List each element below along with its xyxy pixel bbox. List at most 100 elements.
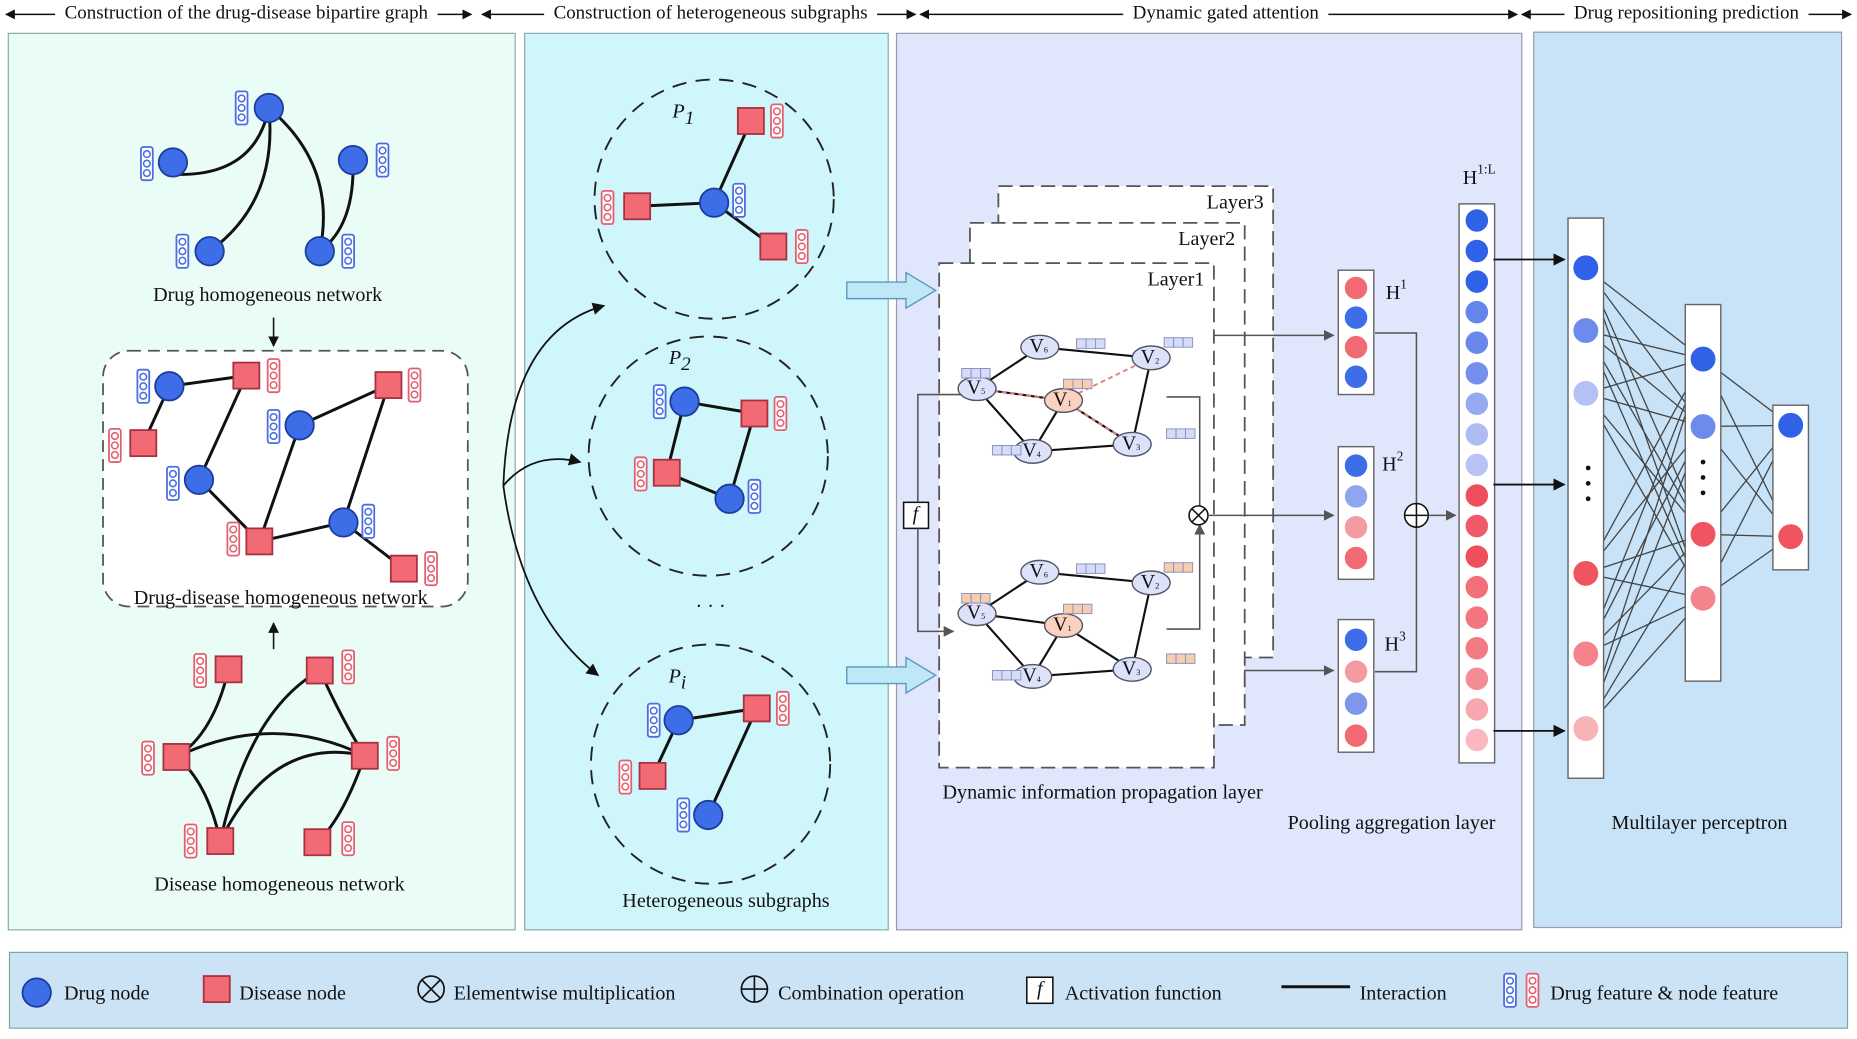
drug-node [328,507,359,538]
feature-cell [734,196,744,205]
feature-cell [772,126,781,135]
vector-cell [1343,334,1369,360]
feature-cell [110,441,119,450]
node-label-sub: 2 [1155,356,1159,365]
feature-cell [344,844,353,853]
feature-cell [410,380,419,390]
feature-cell [1063,603,1074,615]
feature-cell [621,773,630,782]
feature-cell [269,380,278,390]
drug-node [284,410,315,441]
node-label: V6 [1029,560,1048,582]
feature-cell [603,203,612,212]
feature-cell [389,739,398,749]
edge [342,384,390,523]
feature-cell [797,232,806,242]
subgraph-name-base: P [671,100,684,122]
mlp-neuron [1689,345,1717,373]
vector-cell [1464,483,1490,508]
edge [1585,358,1704,729]
vector-cell [1343,659,1369,685]
vector-cell [1343,364,1369,390]
vector-cell [1464,605,1490,631]
legend-label: Drug node [64,983,150,1005]
edge [1585,393,1704,599]
feature-cell [344,247,353,256]
feature-cell [772,107,781,116]
vector-cell [1343,627,1369,653]
edge [1585,358,1704,574]
vector-cell [1464,330,1490,356]
graph-node [1112,656,1152,682]
drug-node [699,187,730,218]
feature-cell [110,431,119,441]
node-label: V4 [1022,439,1041,461]
mlp-neuron [1572,559,1600,588]
feature-cell [143,763,153,772]
vector-cell [1343,275,1369,301]
edge [1585,330,1704,535]
feature-cell [1163,337,1175,348]
edge [1585,267,1704,535]
section-title: Dynamic gated attention [1133,3,1320,24]
feature-cell [603,193,612,203]
feature-cell [389,749,398,758]
node-label-base: V [1141,570,1156,592]
vector-cell [1464,391,1490,417]
feature-cell [679,801,688,810]
node-label-base: V [1029,560,1044,582]
edge [257,424,302,542]
feature-cell [1528,995,1537,1004]
feature-cell [1173,562,1184,573]
network-label: Disease homogeneous network [154,874,405,896]
feature-cell [1505,995,1515,1004]
feature-cell [427,574,436,583]
edge [502,302,606,486]
panel-label: Heterogeneous subgraphs [622,890,830,912]
feature-cell [344,256,353,265]
edge [175,732,366,759]
feature-cell [778,713,787,722]
edge [1585,426,1704,574]
legend-label: Elementwise multiplication [454,983,676,1005]
edge [1585,267,1704,427]
node-label-base: V [967,376,982,398]
feature-cell [970,368,982,379]
subgraph-name: P2 [668,347,691,376]
feature-cell [178,237,187,246]
concat-label: H1:L [1463,162,1496,189]
drug-node [714,483,745,514]
subgraph-name: P1 [671,100,694,129]
edge [976,387,1064,402]
edge [502,485,600,676]
feature-cell [1166,428,1177,439]
vector-cell [1464,574,1490,600]
feature-cell [364,517,373,526]
vector-cell [1464,727,1490,753]
feature-cell [143,744,153,753]
feature-cell [389,758,398,767]
feature-cell [1185,428,1196,439]
connector [1374,332,1418,673]
feature-cell [1085,338,1096,349]
feature-cell [778,704,787,713]
node-label-base: V [1022,439,1037,461]
edge [1585,358,1704,655]
feature-cell [1076,338,1087,349]
feature-cell [410,390,419,399]
edge [1585,426,1704,729]
block-arrow [846,271,937,310]
feature-cell [344,834,353,843]
feature-cell [344,237,353,246]
connector [1243,665,1335,688]
edge [1585,533,1704,575]
disease-node [214,655,243,684]
feature-cell [649,706,658,715]
node-label-base: V [1141,345,1156,367]
feature-cell [269,422,278,431]
drug-node [183,464,215,495]
section-title: Drug repositioning prediction [1574,3,1800,24]
feature-cell [269,371,278,380]
feature-cell [196,675,205,685]
mlp-neuron [1572,316,1600,345]
